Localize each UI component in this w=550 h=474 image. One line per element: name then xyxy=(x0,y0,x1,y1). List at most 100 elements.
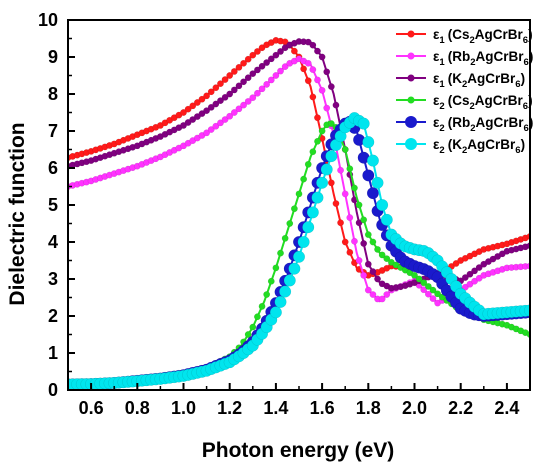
data-point xyxy=(327,83,335,91)
y-axis-title: Dielectric function xyxy=(6,122,29,305)
data-point xyxy=(249,51,257,59)
data-point xyxy=(318,127,326,135)
data-point xyxy=(475,264,483,271)
data-point xyxy=(212,84,220,92)
data-point xyxy=(277,67,284,75)
data-point xyxy=(327,120,335,128)
data-point xyxy=(429,286,437,294)
legend-item-2-cs2agcrbr6: ε2 (Cs2AgCrBr6) xyxy=(396,93,533,112)
legend-marker xyxy=(407,52,415,60)
data-point xyxy=(290,47,298,55)
data-point xyxy=(360,240,368,247)
data-point xyxy=(180,109,187,116)
data-point xyxy=(306,206,319,219)
y-tick-label: 7 xyxy=(48,121,58,141)
data-point xyxy=(226,90,234,98)
legend: ε1 (Cs2AgCrBr6) ε1 (Rb2AgCrBr6) ε1 (K2AgCrBr6… xyxy=(396,27,533,156)
data-point xyxy=(180,122,187,129)
data-point xyxy=(244,55,252,63)
data-point xyxy=(290,205,298,213)
data-point xyxy=(378,251,386,259)
x-tick-label: 0.8 xyxy=(125,398,150,418)
data-point xyxy=(288,262,301,275)
y-tick-label: 0 xyxy=(48,380,58,400)
data-point xyxy=(258,85,266,93)
data-point xyxy=(380,213,393,226)
legend-marker xyxy=(407,96,415,104)
data-point xyxy=(230,86,238,94)
data-point xyxy=(283,274,296,287)
data-point xyxy=(318,53,326,61)
data-point xyxy=(263,291,271,298)
data-point xyxy=(304,160,312,168)
data-point xyxy=(240,101,248,109)
data-point xyxy=(249,70,257,78)
data-point xyxy=(323,68,331,76)
data-point xyxy=(523,304,530,317)
data-point xyxy=(316,176,329,189)
data-point xyxy=(304,77,312,85)
data-point xyxy=(434,290,442,298)
legend-marker xyxy=(407,30,415,38)
data-point xyxy=(337,166,345,174)
data-point xyxy=(311,191,324,204)
legend-label: ε1 (Rb2AgCrBr6) xyxy=(433,49,533,68)
data-point xyxy=(272,51,280,59)
data-point xyxy=(466,280,474,288)
data-point xyxy=(193,99,201,106)
data-point xyxy=(346,165,354,173)
data-point xyxy=(309,41,317,49)
legend-item-1-rb2agcrbr6: ε1 (Rb2AgCrBr6) xyxy=(396,49,533,68)
data-point xyxy=(240,78,248,86)
data-point xyxy=(360,271,368,279)
data-point xyxy=(376,198,389,212)
data-point xyxy=(253,313,261,321)
data-point xyxy=(193,113,201,121)
data-point xyxy=(221,76,229,84)
data-point xyxy=(207,126,215,133)
data-point xyxy=(332,200,340,207)
x-tick-label: 2.2 xyxy=(448,398,473,418)
data-point xyxy=(203,129,211,137)
data-point xyxy=(466,270,474,278)
data-point xyxy=(471,267,479,275)
data-point xyxy=(281,63,289,71)
legend-label: ε1 (K2AgCrBr6) xyxy=(433,71,525,90)
data-point xyxy=(207,103,215,111)
data-point xyxy=(355,219,363,227)
data-point xyxy=(383,291,391,298)
data-point xyxy=(235,63,243,71)
data-point xyxy=(212,100,220,108)
data-point xyxy=(320,163,333,176)
data-point xyxy=(452,260,460,267)
data-point xyxy=(230,109,238,116)
data-point xyxy=(369,268,377,276)
data-point xyxy=(341,146,349,153)
data-point xyxy=(360,216,368,224)
data-point xyxy=(341,190,349,198)
y-tick-label: 9 xyxy=(48,47,58,67)
data-point xyxy=(189,116,197,123)
data-point xyxy=(304,38,312,46)
y-tick-label: 6 xyxy=(48,158,58,178)
data-point xyxy=(314,114,321,122)
data-point xyxy=(374,245,381,253)
data-point xyxy=(198,110,206,118)
legend-label: ε1 (Cs2AgCrBr6) xyxy=(433,27,533,46)
data-point xyxy=(346,214,354,222)
data-point xyxy=(461,274,469,281)
data-point xyxy=(355,201,363,209)
data-point xyxy=(269,306,282,319)
legend-marker xyxy=(407,74,415,82)
data-point xyxy=(420,286,428,294)
data-point xyxy=(378,295,386,303)
data-point xyxy=(292,250,306,263)
data-point xyxy=(355,257,363,264)
y-tick-label: 2 xyxy=(48,306,58,326)
data-point xyxy=(217,119,224,127)
data-point xyxy=(253,66,261,74)
data-point xyxy=(212,122,220,130)
data-point xyxy=(240,59,248,67)
x-tick-label: 1.8 xyxy=(356,398,381,418)
